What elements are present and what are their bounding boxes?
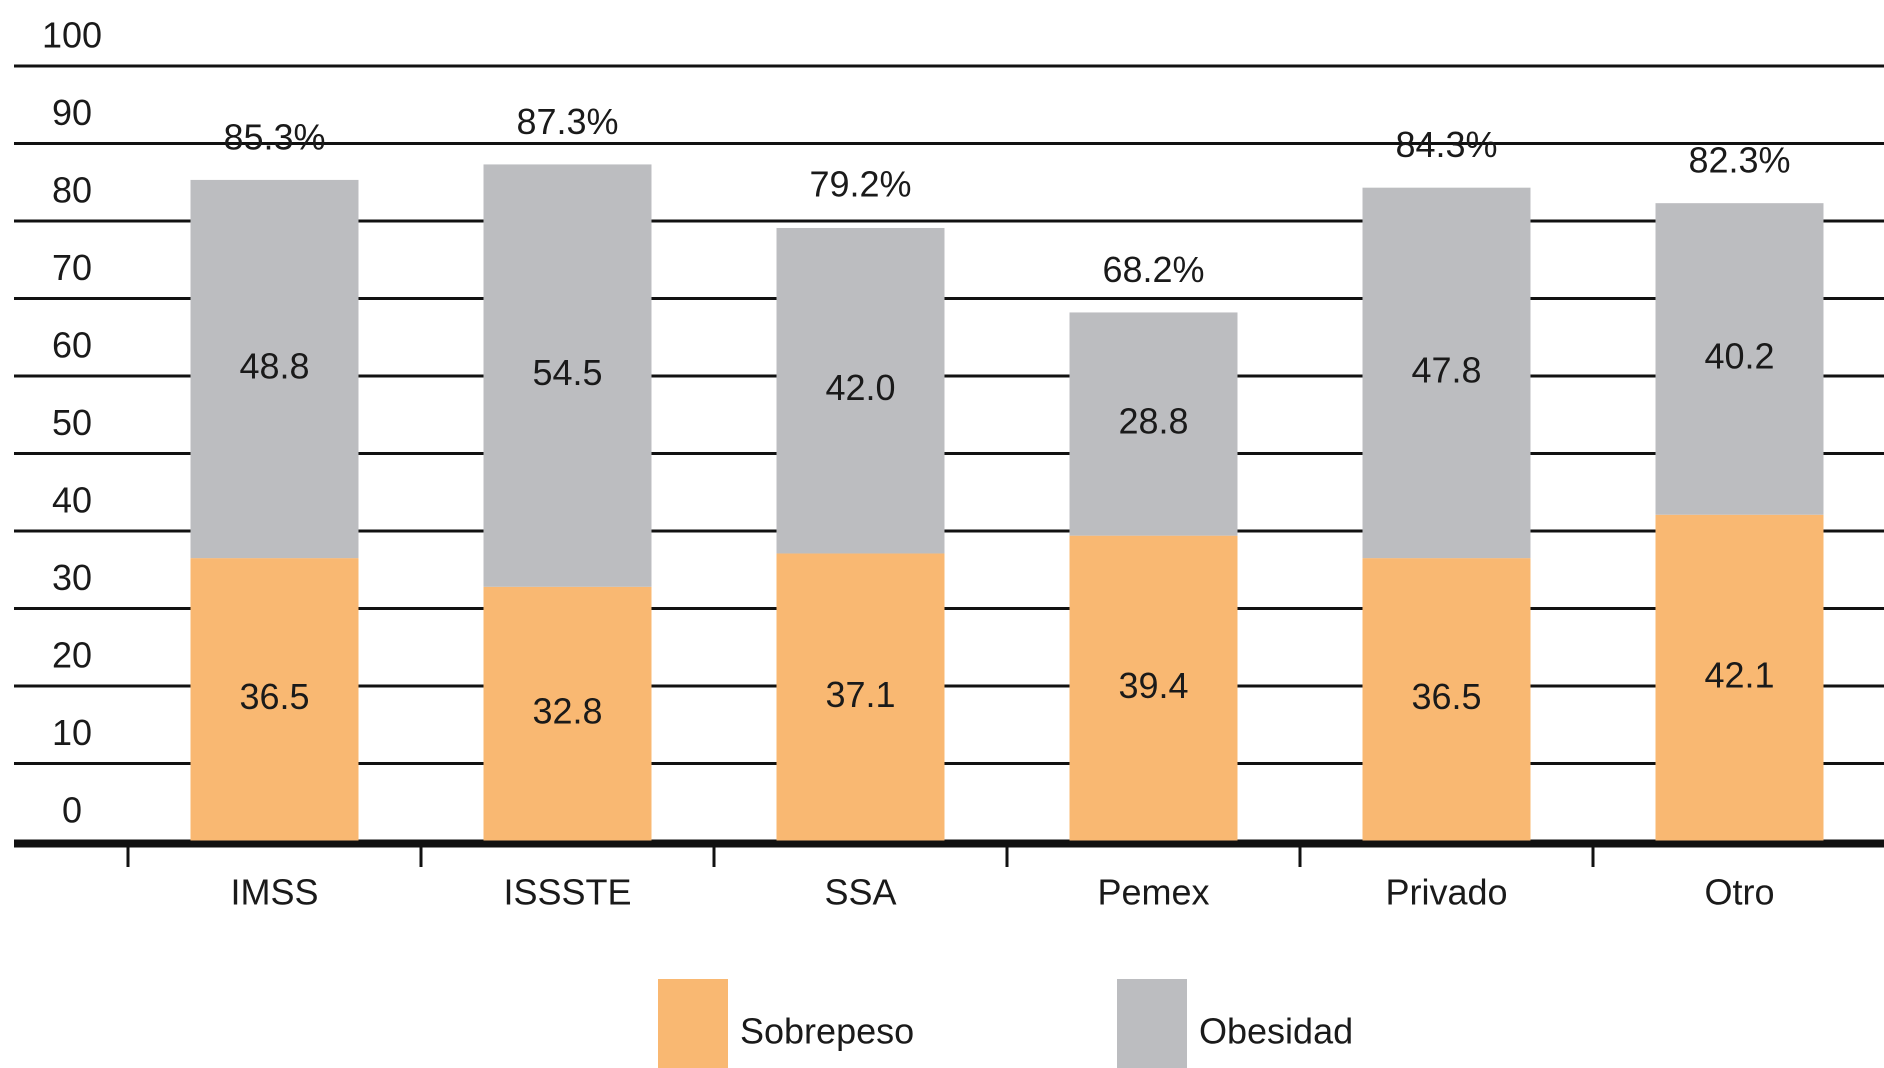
value-label: 32.8 bbox=[532, 690, 602, 731]
y-tick-label: 80 bbox=[52, 170, 92, 211]
y-tick-label: 50 bbox=[52, 402, 92, 443]
y-tick-label: 100 bbox=[42, 15, 102, 56]
y-tick-label: 70 bbox=[52, 247, 92, 288]
x-tick-label: IMSS bbox=[230, 872, 318, 913]
x-tick-label: Otro bbox=[1704, 872, 1774, 913]
legend-label: Sobrepeso bbox=[740, 1011, 914, 1052]
value-label: 37.1 bbox=[825, 674, 895, 715]
bar-segment bbox=[190, 179, 359, 559]
bar-segment bbox=[1655, 514, 1824, 841]
bar-segment bbox=[1069, 312, 1238, 536]
bar-segment bbox=[483, 586, 652, 841]
value-label: 47.8 bbox=[1411, 349, 1481, 390]
y-tick-label: 90 bbox=[52, 92, 92, 133]
y-tick-label: 0 bbox=[62, 790, 82, 831]
y-tick-label: 20 bbox=[52, 635, 92, 676]
y-tick-label: 40 bbox=[52, 480, 92, 521]
value-label: 40.2 bbox=[1704, 335, 1774, 376]
x-tick-label: Privado bbox=[1385, 872, 1507, 913]
value-label: 39.4 bbox=[1118, 665, 1188, 706]
total-label: 87.3% bbox=[516, 101, 618, 142]
total-label: 68.2% bbox=[1102, 249, 1204, 290]
total-label: 79.2% bbox=[809, 164, 911, 205]
value-label: 28.8 bbox=[1118, 401, 1188, 442]
bar-segment bbox=[776, 227, 945, 554]
total-label: 84.3% bbox=[1395, 124, 1497, 165]
legend-label: Obesidad bbox=[1199, 1011, 1353, 1052]
value-label: 42.0 bbox=[825, 367, 895, 408]
legend-swatch bbox=[1117, 979, 1187, 1068]
bar-segment bbox=[483, 164, 652, 587]
x-tick-label: ISSSTE bbox=[503, 872, 631, 913]
total-label: 82.3% bbox=[1688, 140, 1790, 181]
bar-segment bbox=[776, 553, 945, 841]
value-label: 36.5 bbox=[1411, 676, 1481, 717]
value-label: 48.8 bbox=[239, 346, 309, 387]
x-tick-label: SSA bbox=[824, 872, 896, 913]
value-label: 36.5 bbox=[239, 676, 309, 717]
x-tick-label: Pemex bbox=[1097, 872, 1209, 913]
y-tick-label: 60 bbox=[52, 325, 92, 366]
y-tick-label: 30 bbox=[52, 557, 92, 598]
bar-segment bbox=[1362, 187, 1531, 559]
value-label: 54.5 bbox=[532, 352, 602, 393]
bar-segment bbox=[1362, 558, 1531, 841]
bar-segment bbox=[1655, 203, 1824, 515]
y-tick-label: 10 bbox=[52, 712, 92, 753]
bar-segment bbox=[1069, 535, 1238, 841]
total-label: 85.3% bbox=[223, 116, 325, 157]
value-label: 42.1 bbox=[1704, 654, 1774, 695]
legend-swatch bbox=[658, 979, 728, 1068]
bar-segment bbox=[190, 558, 359, 841]
